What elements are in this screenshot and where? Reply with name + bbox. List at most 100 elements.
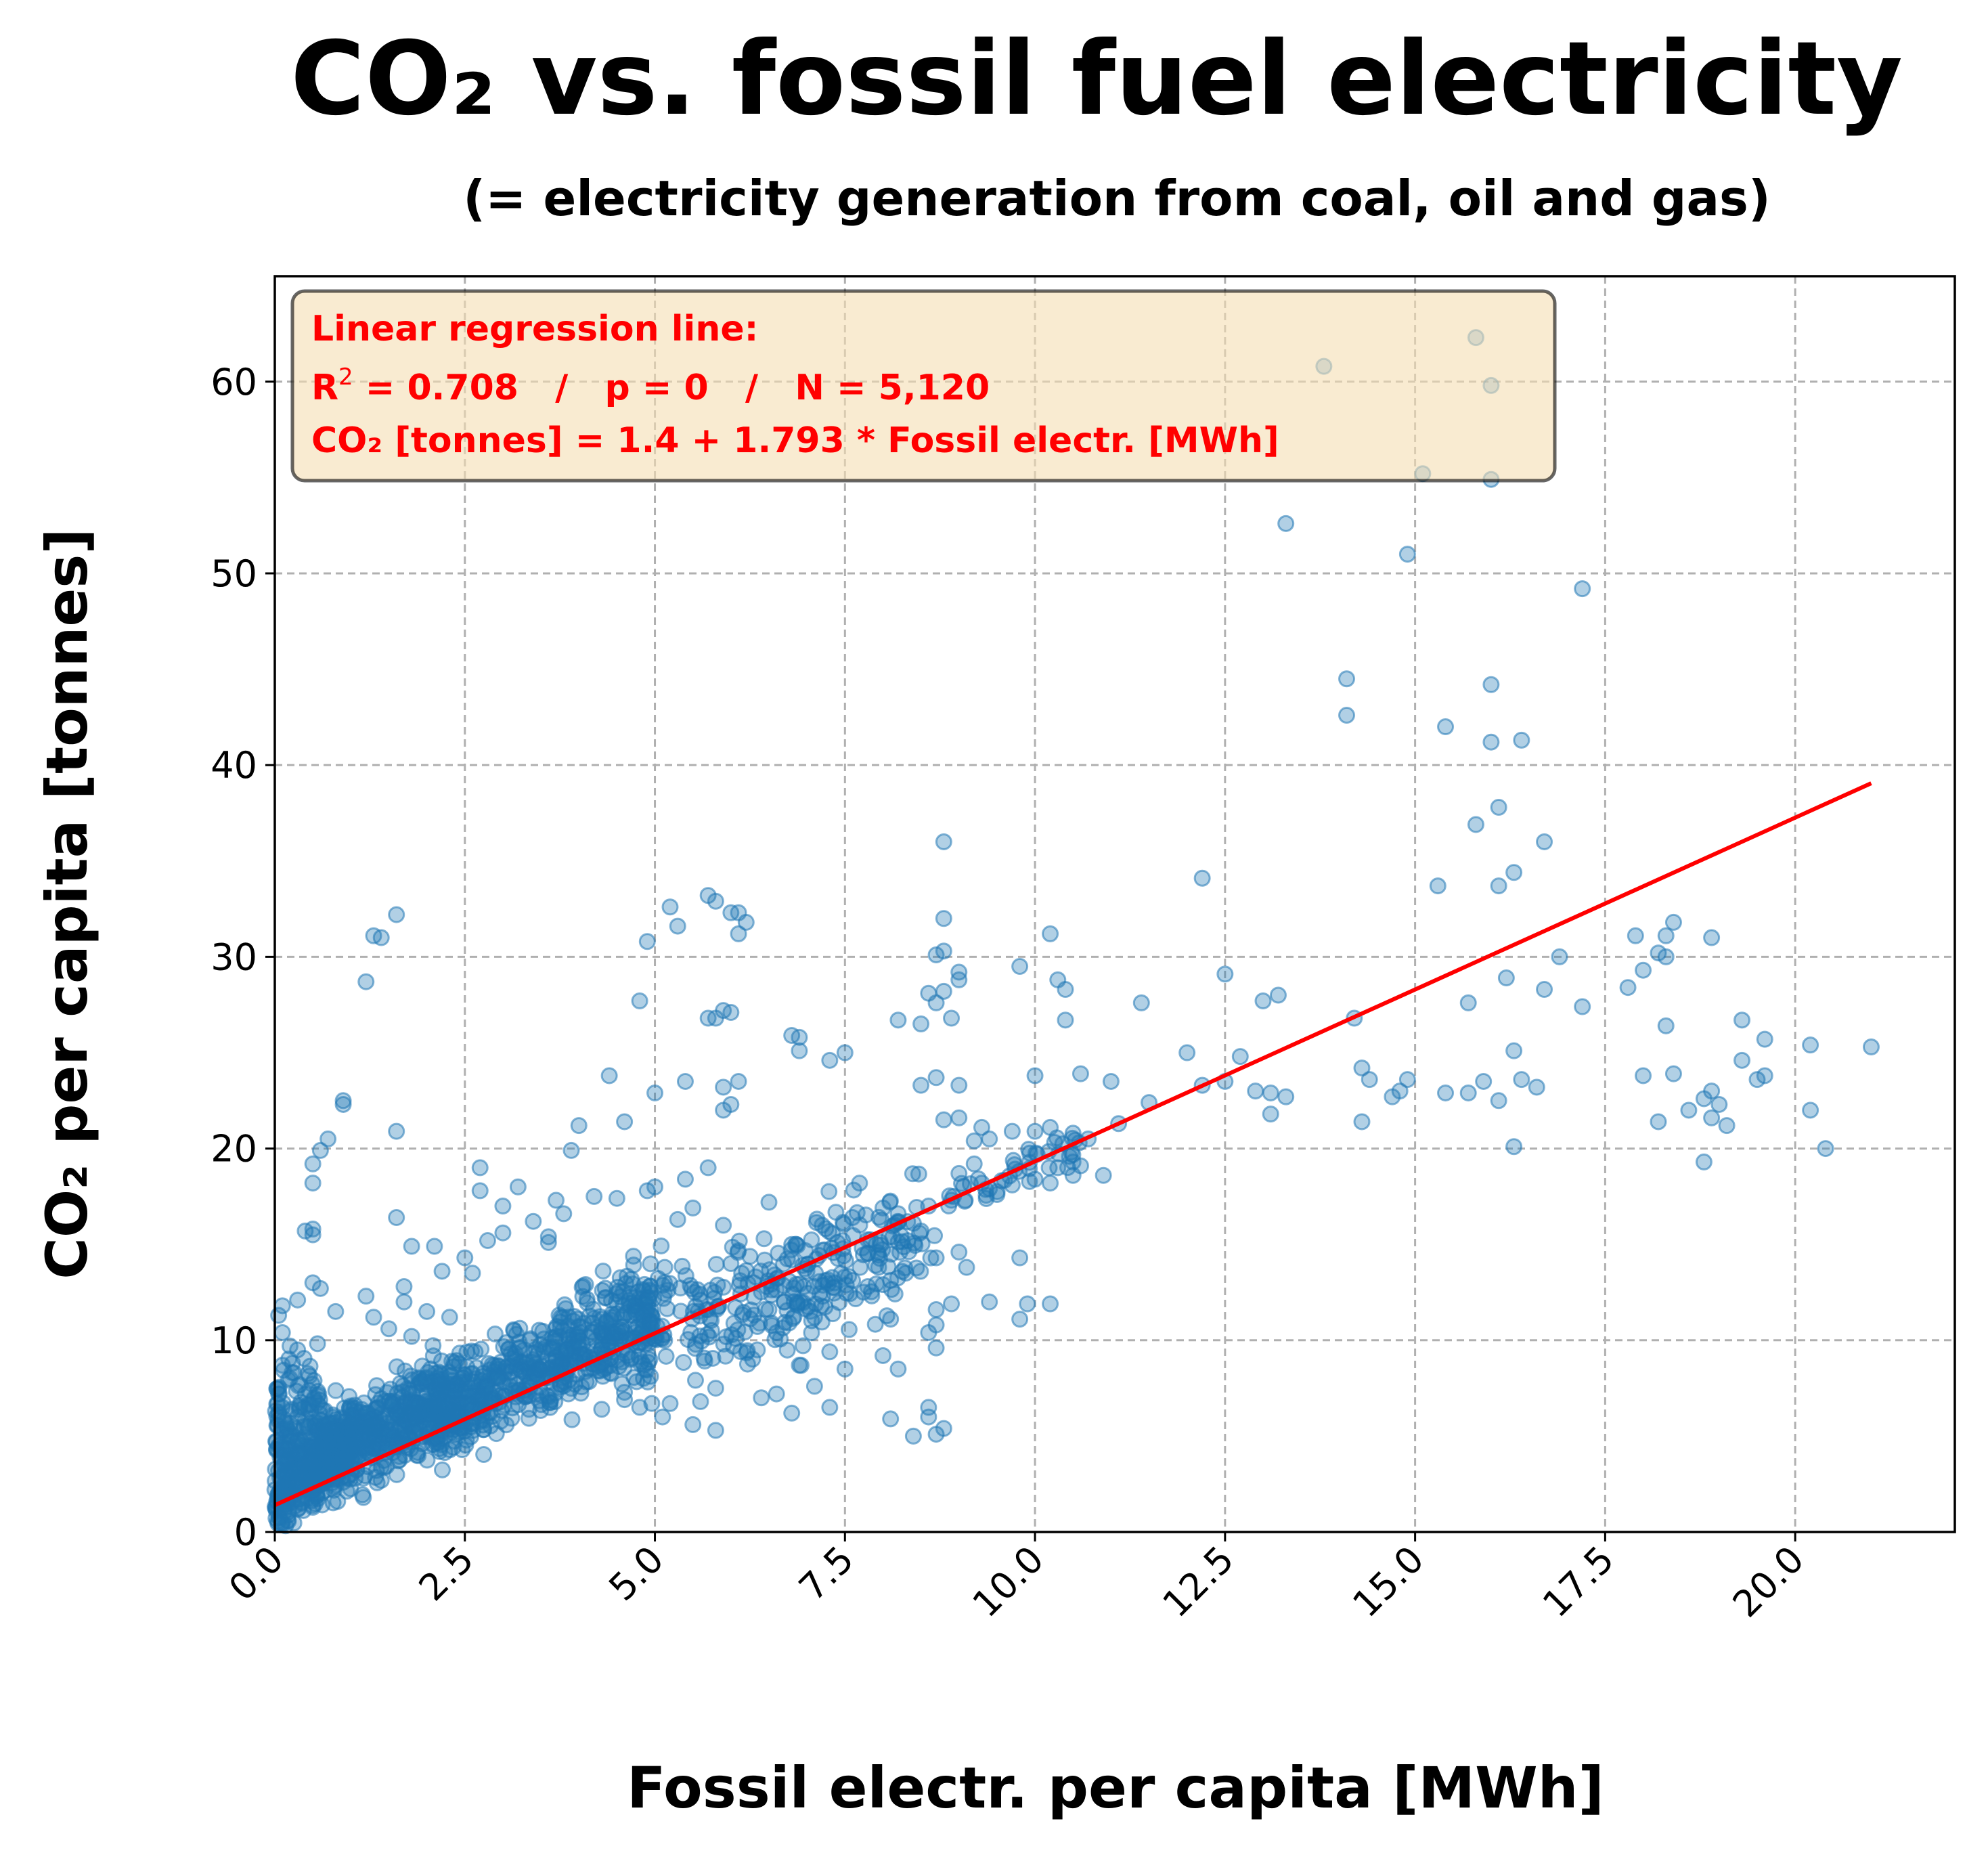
data-point	[458, 1358, 476, 1376]
data-point	[791, 1028, 808, 1046]
x-tick-label: 10.0	[965, 1538, 1053, 1626]
data-point	[1338, 670, 1356, 688]
data-point	[730, 1072, 747, 1090]
data-point	[730, 925, 747, 942]
data-point	[935, 1420, 952, 1437]
data-point	[395, 1277, 413, 1295]
data-point	[973, 1118, 990, 1136]
data-point	[1011, 1311, 1029, 1328]
data-point	[586, 1187, 603, 1205]
data-point	[433, 1461, 451, 1479]
x-tick-label: 15.0	[1344, 1538, 1432, 1626]
data-point	[608, 1189, 625, 1207]
data-point	[824, 1269, 841, 1286]
data-point	[334, 1092, 352, 1110]
data-point	[675, 1353, 692, 1371]
data-point	[1026, 1170, 1044, 1188]
data-point	[707, 1380, 724, 1397]
data-point	[840, 1321, 858, 1338]
data-point	[792, 1293, 810, 1311]
data-point	[897, 1265, 914, 1282]
data-point	[357, 973, 375, 990]
data-point	[760, 1194, 778, 1211]
data-point	[494, 1224, 512, 1242]
data-point	[1657, 1017, 1675, 1034]
data-point	[661, 1395, 679, 1412]
regression-line	[273, 781, 1872, 1508]
data-point	[1680, 1101, 1698, 1119]
data-point	[1490, 1092, 1507, 1110]
data-point	[927, 994, 945, 1011]
data-point	[1057, 1011, 1074, 1029]
data-point	[805, 1378, 823, 1395]
chart-title: CO₂ vs. fossil fuel electricity	[290, 20, 1903, 138]
data-point	[345, 1416, 362, 1433]
data-point	[273, 1514, 291, 1531]
data-point	[776, 1294, 793, 1311]
x-axis-label: Fossil electr. per capita [MWh]	[627, 1755, 1604, 1821]
data-point	[1513, 1071, 1530, 1089]
data-point	[852, 1258, 869, 1276]
data-point	[479, 1232, 496, 1250]
data-point	[440, 1363, 458, 1381]
data-point	[836, 1360, 854, 1378]
data-point	[935, 942, 952, 960]
data-point	[717, 1347, 734, 1365]
data-point	[1635, 1067, 1652, 1085]
data-point	[935, 1111, 952, 1129]
data-point	[380, 1320, 397, 1338]
data-point	[1710, 1095, 1728, 1113]
data-point	[1482, 676, 1500, 693]
data-point	[729, 1321, 747, 1338]
data-point	[1064, 1124, 1082, 1142]
data-point	[935, 833, 952, 850]
data-point	[859, 1245, 877, 1263]
data-point	[988, 1186, 1006, 1204]
data-point	[623, 1270, 640, 1288]
data-point	[635, 1307, 653, 1324]
data-point	[684, 1199, 702, 1217]
data-point	[560, 1385, 577, 1403]
data-point	[981, 1293, 998, 1311]
annotation-line-1: Linear regression line:	[311, 309, 758, 349]
data-point	[1193, 869, 1211, 887]
data-point	[794, 1337, 812, 1355]
data-point	[676, 1072, 694, 1090]
data-point	[1353, 1059, 1371, 1077]
data-point	[462, 1428, 480, 1445]
data-point	[737, 913, 755, 931]
data-point	[1026, 1122, 1044, 1140]
data-point	[722, 1095, 740, 1113]
data-point	[311, 1141, 329, 1159]
data-point	[1254, 992, 1272, 1010]
data-point	[836, 1044, 854, 1061]
data-point	[816, 1298, 834, 1316]
data-point	[273, 1323, 291, 1341]
data-point	[676, 1170, 694, 1188]
data-point	[1049, 1159, 1067, 1177]
data-point	[304, 1274, 322, 1292]
data-point	[597, 1289, 615, 1307]
data-point	[571, 1323, 589, 1341]
data-point	[345, 1399, 363, 1417]
data-point	[327, 1382, 345, 1399]
data-point	[845, 1181, 862, 1199]
data-point	[715, 1217, 732, 1234]
data-point	[943, 1295, 960, 1313]
data-point	[593, 1401, 611, 1418]
data-point	[494, 1198, 512, 1215]
data-point	[498, 1334, 515, 1351]
data-point	[646, 1178, 664, 1196]
data-point	[1505, 864, 1523, 881]
data-point	[486, 1326, 504, 1343]
data-point	[874, 1347, 891, 1364]
data-point	[616, 1391, 634, 1409]
data-point	[1262, 1105, 1279, 1123]
data-point	[927, 1069, 945, 1087]
y-tick-label: 0	[234, 1511, 257, 1554]
data-point	[904, 1165, 921, 1183]
data-point	[309, 1490, 327, 1508]
data-point	[340, 1424, 358, 1441]
data-point	[927, 1300, 945, 1318]
